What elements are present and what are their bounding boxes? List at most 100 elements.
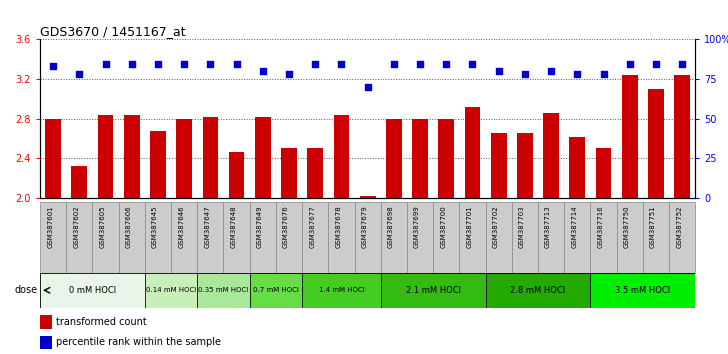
Bar	[40, 202, 66, 273]
Text: GSM387751: GSM387751	[650, 205, 656, 248]
Bar	[459, 202, 486, 273]
Text: GSM387699: GSM387699	[414, 205, 420, 248]
Point	[47, 63, 59, 69]
Text: GSM387645: GSM387645	[152, 205, 158, 248]
Point	[362, 84, 373, 90]
Bar	[648, 89, 664, 198]
Bar	[40, 273, 145, 308]
Bar	[92, 202, 119, 273]
Bar	[229, 153, 245, 198]
Text: GSM387647: GSM387647	[205, 205, 210, 248]
Point	[178, 62, 190, 67]
Text: GSM387702: GSM387702	[493, 205, 499, 248]
Point	[336, 62, 347, 67]
Bar	[486, 273, 590, 308]
Bar	[202, 116, 218, 198]
Text: GSM387601: GSM387601	[47, 205, 53, 248]
Text: GSM387648: GSM387648	[231, 205, 237, 248]
Bar	[407, 202, 433, 273]
Bar	[328, 202, 355, 273]
Text: 0.7 mM HOCl: 0.7 mM HOCl	[253, 287, 299, 293]
Point	[676, 62, 688, 67]
Bar	[119, 202, 145, 273]
Text: GDS3670 / 1451167_at: GDS3670 / 1451167_at	[40, 25, 186, 38]
Text: transformed count: transformed count	[57, 317, 147, 327]
Text: 0.14 mM HOCl: 0.14 mM HOCl	[146, 287, 197, 293]
Bar	[250, 202, 276, 273]
Bar	[302, 202, 328, 273]
Bar	[438, 119, 454, 198]
Point	[100, 62, 111, 67]
Bar	[40, 315, 52, 329]
Text: GSM387678: GSM387678	[336, 205, 341, 248]
Bar	[223, 202, 250, 273]
Bar	[71, 166, 87, 198]
Point	[519, 71, 531, 77]
Bar	[355, 202, 381, 273]
Bar	[197, 202, 223, 273]
Bar	[171, 202, 197, 273]
Bar	[386, 119, 402, 198]
Point	[414, 62, 426, 67]
Bar	[543, 113, 559, 198]
Bar	[197, 273, 250, 308]
Text: 0.35 mM HOCl: 0.35 mM HOCl	[198, 287, 249, 293]
Point	[650, 62, 662, 67]
Bar	[360, 196, 376, 198]
Text: 3.5 mM HOCl: 3.5 mM HOCl	[615, 286, 670, 295]
Bar	[590, 273, 695, 308]
Bar	[669, 202, 695, 273]
Text: GSM387677: GSM387677	[309, 205, 315, 248]
Bar	[145, 202, 171, 273]
Text: GSM387698: GSM387698	[388, 205, 394, 248]
Bar	[302, 273, 381, 308]
Bar	[564, 202, 590, 273]
Point	[493, 68, 505, 74]
Point	[598, 71, 609, 77]
Text: GSM387649: GSM387649	[257, 205, 263, 248]
Bar	[40, 336, 52, 349]
Text: GSM387602: GSM387602	[74, 205, 79, 248]
Text: 2.8 mM HOCl: 2.8 mM HOCl	[510, 286, 566, 295]
Point	[624, 62, 636, 67]
Bar	[255, 116, 271, 198]
Bar	[596, 148, 612, 198]
Point	[283, 71, 295, 77]
Bar	[486, 202, 512, 273]
Bar	[176, 119, 192, 198]
Point	[257, 68, 269, 74]
Text: GSM387679: GSM387679	[362, 205, 368, 248]
Text: 1.4 mM HOCl: 1.4 mM HOCl	[319, 287, 364, 293]
Bar	[674, 75, 690, 198]
Point	[309, 62, 321, 67]
Point	[467, 62, 478, 67]
Point	[205, 62, 216, 67]
Text: GSM387701: GSM387701	[467, 205, 472, 248]
Point	[231, 62, 242, 67]
Bar	[538, 202, 564, 273]
Text: GSM387676: GSM387676	[283, 205, 289, 248]
Text: GSM387752: GSM387752	[676, 205, 682, 248]
Bar	[124, 115, 140, 198]
Text: GSM387703: GSM387703	[519, 205, 525, 248]
Point	[440, 62, 452, 67]
Point	[126, 62, 138, 67]
Bar	[307, 148, 323, 198]
Bar	[333, 115, 349, 198]
Bar	[150, 131, 166, 198]
Text: GSM387716: GSM387716	[598, 205, 604, 248]
Bar	[569, 137, 585, 198]
Bar	[98, 115, 114, 198]
Text: 2.1 mM HOCl: 2.1 mM HOCl	[405, 286, 461, 295]
Bar	[433, 202, 459, 273]
Point	[152, 62, 164, 67]
Point	[74, 71, 85, 77]
Text: GSM387713: GSM387713	[545, 205, 551, 248]
Text: dose: dose	[15, 285, 37, 295]
Bar	[643, 202, 669, 273]
Bar	[491, 132, 507, 198]
Bar	[412, 119, 428, 198]
Bar	[276, 202, 302, 273]
Bar	[66, 202, 92, 273]
Bar	[517, 132, 533, 198]
